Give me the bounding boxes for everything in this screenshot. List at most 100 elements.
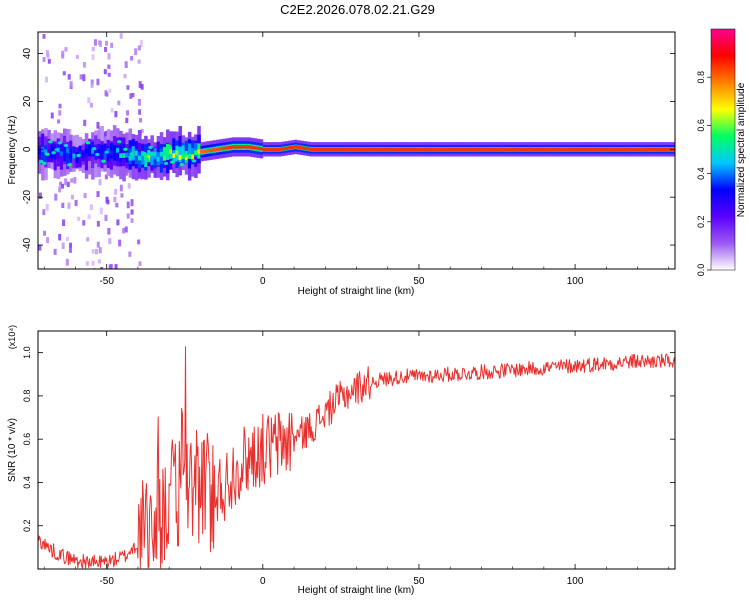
spectrogram-cell (340, 147, 345, 151)
spectrogram-cell (94, 249, 98, 255)
spectrogram-cell (91, 260, 95, 266)
spectrogram-cell (108, 88, 112, 93)
spectrogram-cell (82, 220, 86, 226)
spectrogram-cell (62, 219, 66, 227)
spectrogram-cell (81, 151, 86, 157)
spectrogram-cell (128, 155, 133, 161)
spectrogram-cell (130, 218, 134, 223)
spectrogram-cell (87, 144, 92, 157)
spectrogram-cell (428, 147, 432, 151)
spectrogram-x-tick-label: 0 (260, 276, 266, 287)
spectrogram-cell (58, 233, 62, 241)
spectrogram-cell (110, 108, 114, 113)
spectrogram-cell (362, 147, 367, 151)
spectrogram-cell (128, 251, 132, 257)
spectrogram-cell (643, 147, 648, 151)
spectrogram-cell (600, 147, 604, 151)
spectrogram-cell (378, 147, 382, 151)
spectrogram-cell (122, 143, 126, 160)
spectrogram-cell (309, 147, 314, 151)
spectrogram-cell (181, 145, 186, 157)
colorbar-tick-label: 0.6 (696, 119, 706, 132)
spectrogram-cell (347, 147, 351, 151)
spectrogram-cell (116, 219, 120, 226)
spectrogram-cell (70, 194, 74, 200)
spectrogram-cell (138, 81, 142, 89)
spectrogram-cell (114, 264, 118, 269)
spectrogram-cell (543, 147, 548, 151)
spectrogram-cell (100, 266, 104, 269)
spectrogram-cell (312, 147, 317, 151)
spectrogram-cell (72, 146, 76, 159)
spectrogram-cell (163, 161, 169, 166)
spectrogram-cell (44, 149, 48, 155)
spectrogram-cell (59, 151, 64, 157)
spectrogram-cell (259, 147, 264, 151)
spectrogram-cell (66, 148, 70, 153)
spectrogram-cell (406, 147, 410, 151)
spectrogram-cell (87, 97, 91, 104)
spectrogram-cell (57, 141, 63, 145)
spectrogram-cell (73, 177, 77, 184)
spectrogram-cell (51, 151, 56, 155)
spectrogram-cell (126, 110, 130, 116)
spectrogram-cell (409, 147, 414, 151)
spectrogram-cell (91, 148, 95, 154)
spectrogram-cell (546, 147, 551, 151)
spectrogram-cell (47, 59, 51, 64)
spectrogram-cell (166, 144, 172, 148)
spectrogram-cell (637, 147, 642, 151)
spectrogram-cell (462, 147, 467, 151)
spectrogram-cell (450, 147, 454, 151)
spectrogram-cell (75, 54, 79, 59)
spectrogram-cell (381, 147, 386, 151)
spectrogram-cell (72, 153, 76, 159)
snr-x-axis-label: Height of straight line (km) (298, 585, 415, 596)
spectrogram-cell (325, 147, 329, 151)
colorbar-tick-label: 0.4 (696, 167, 706, 180)
spectrogram-cell (675, 142, 679, 156)
spectrogram-cell (662, 147, 667, 151)
spectrogram-cell (403, 147, 407, 151)
spectrogram-cell (42, 209, 46, 216)
spectrogram-cell (134, 151, 139, 156)
spectrogram-cell (172, 153, 176, 159)
spectrogram-cell (110, 42, 114, 48)
spectrogram-cell (581, 147, 585, 151)
spectrogram-cell (62, 71, 66, 76)
spectrogram-cell (250, 145, 254, 150)
spectrogram-cell (184, 154, 189, 160)
spectrogram-cell (64, 47, 68, 52)
spectrogram-cell (90, 83, 94, 88)
spectrogram-cell (119, 153, 123, 159)
spectrogram-cell (127, 183, 131, 189)
spectrogram-cell (97, 149, 101, 155)
spectrogram-cell (534, 147, 539, 151)
spectrogram-cell (134, 149, 139, 164)
spectrogram-cell (206, 149, 211, 153)
spectrogram-cell (640, 147, 645, 151)
spectrogram-cell (234, 145, 239, 149)
spectrogram-cell (84, 148, 89, 154)
spectrogram-cell (606, 147, 610, 151)
snr-plot-area (38, 331, 675, 569)
spectrogram-cell (50, 112, 54, 119)
spectrogram-frame (37, 31, 676, 270)
spectrogram-cell (187, 154, 192, 159)
spectrogram-cell (108, 264, 112, 269)
spectrogram-cell (337, 147, 342, 151)
snr-x-tick-label: 0 (260, 576, 266, 587)
colorbar-tick-label: 0.0 (696, 264, 706, 277)
spectrogram-cell (130, 209, 134, 215)
spectrogram-cell (98, 247, 102, 254)
spectrogram-cell (584, 147, 588, 151)
spectrogram-cell (512, 147, 517, 151)
spectrogram-cell (631, 147, 635, 151)
spectrogram-cell (138, 109, 142, 115)
spectrogram-cell (178, 155, 183, 160)
spectrogram-y-tick-label: -20 (22, 190, 33, 205)
spectrogram-cell (125, 117, 129, 124)
spectrogram-cell (69, 153, 73, 159)
spectrogram-cell (101, 159, 106, 163)
spectrogram-cell (122, 228, 126, 234)
